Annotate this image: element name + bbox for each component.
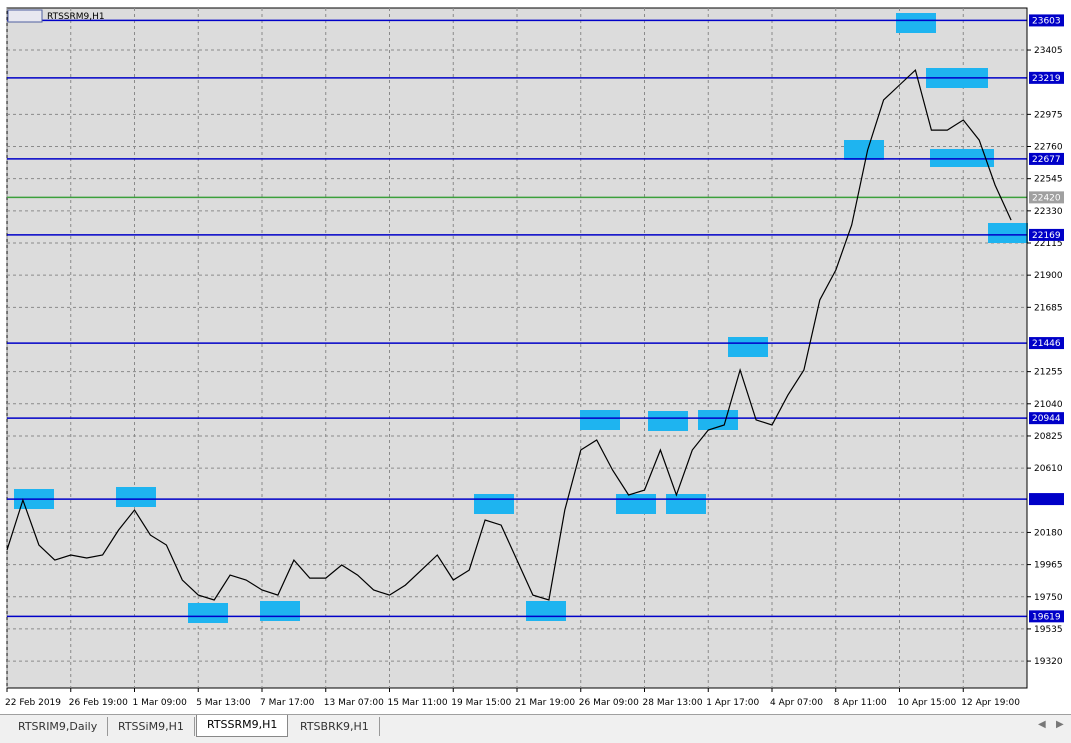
level-tag [1029, 493, 1064, 506]
price-line [6, 68, 1012, 601]
y-tick-label: 22330 [1034, 207, 1063, 217]
scroll-left[interactable]: ◀ [1038, 719, 1046, 730]
tab-active[interactable]: RTSSRM9,H1 [196, 715, 289, 737]
highlight [698, 410, 738, 430]
level-tag-label: 22677 [1032, 155, 1061, 165]
highlight [648, 411, 688, 431]
x-tick-label: 1 Apr 17:00 [706, 698, 759, 708]
x-tick-label: 7 Mar 17:00 [260, 698, 315, 708]
tab[interactable]: RTSSiM9,H1 [108, 717, 195, 736]
y-tick-label: 19320 [1034, 657, 1063, 667]
highlight [728, 337, 768, 357]
y-tick-label: 19750 [1034, 593, 1063, 603]
highlight [526, 601, 566, 621]
x-tick-label: 8 Apr 11:00 [834, 698, 887, 708]
highlight [896, 13, 936, 33]
y-tick-label: 23405 [1034, 46, 1063, 56]
level-tag-label: 23603 [1032, 16, 1061, 26]
chart: RTSSRM9,H1 23405 22975 22760 22545 22330 2211… [0, 0, 1071, 714]
scroll-right[interactable]: ▶ [1056, 719, 1064, 730]
level-tag [1029, 610, 1064, 623]
highlight [666, 494, 706, 514]
x-tick-label: 1 Mar 09:00 [133, 698, 188, 708]
plot [6, 19, 1027, 618]
x-tick-label: 12 Apr 19:00 [961, 698, 1020, 708]
highlight [988, 223, 1028, 243]
x-tick-label: 26 Mar 09:00 [579, 698, 639, 708]
x-tick-label: 22 Feb 2019 [5, 698, 61, 708]
y-tick-label: 22760 [1034, 143, 1063, 153]
level-tag-label: 22420 [1032, 193, 1061, 203]
x-tick-label: 15 Mar 11:00 [388, 698, 448, 708]
highlight [474, 494, 514, 514]
y-tick-label: 22115 [1034, 239, 1063, 249]
tab-bar: RTSRIM9,Daily RTSSiM9,H1 RTSSRM9,H1 RTSB… [0, 714, 1071, 743]
level-tag-label: 20944 [1032, 414, 1061, 424]
level-tag-label: 19619 [1032, 612, 1061, 622]
level-tag [1029, 14, 1064, 27]
y-tick-label: 20610 [1034, 464, 1063, 474]
highlight [580, 410, 620, 430]
level-tag [1029, 228, 1064, 241]
y-tick-label: 19965 [1034, 561, 1063, 571]
level-tag [1029, 152, 1064, 165]
level-tag-label: 23219 [1032, 74, 1061, 84]
highlight [616, 494, 656, 514]
highlight [116, 487, 156, 507]
x-tick-label: 10 Apr 15:00 [898, 698, 957, 708]
x-tick-label: 21 Mar 19:00 [515, 698, 575, 708]
level-tag-label: 22169 [1032, 231, 1061, 241]
x-tick-label: 5 Mar 13:00 [196, 698, 251, 708]
x-tick-label: 28 Mar 13:00 [643, 698, 703, 708]
y-tick-label: 21685 [1034, 303, 1063, 313]
level-tag [1029, 412, 1064, 425]
x-tick-label: 19 Mar 15:00 [451, 698, 511, 708]
level-tag [1029, 337, 1064, 350]
tab[interactable]: RTSBRK9,H1 [290, 717, 380, 736]
level-tag [1029, 191, 1064, 204]
highlight [260, 601, 300, 621]
highlight [930, 149, 994, 167]
y-tick-label: 20180 [1034, 528, 1063, 538]
x-tick-label: 26 Feb 19:00 [69, 698, 128, 708]
level-tag-label: 21446 [1032, 339, 1061, 349]
x-tick-label: 4 Apr 07:00 [770, 698, 823, 708]
y-tick-label: 21900 [1034, 271, 1063, 281]
y-tick-label: 19535 [1034, 625, 1063, 635]
window-icon [7, 9, 43, 23]
grid [6, 8, 1027, 688]
y-tick-label: 21040 [1034, 400, 1063, 410]
highlight [188, 603, 228, 623]
y-tick-label: 22975 [1034, 110, 1063, 120]
level-tag [1029, 71, 1064, 84]
x-tick-label: 13 Mar 07:00 [324, 698, 384, 708]
y-tick-label: 22545 [1034, 175, 1063, 185]
y-tick-label: 20825 [1034, 432, 1063, 442]
tab[interactable]: RTSRIM9,Daily [8, 717, 109, 736]
chart-title: RTSSRM9,H1 [47, 12, 105, 22]
y-tick-label: 21255 [1034, 368, 1063, 378]
highlight [844, 140, 884, 160]
